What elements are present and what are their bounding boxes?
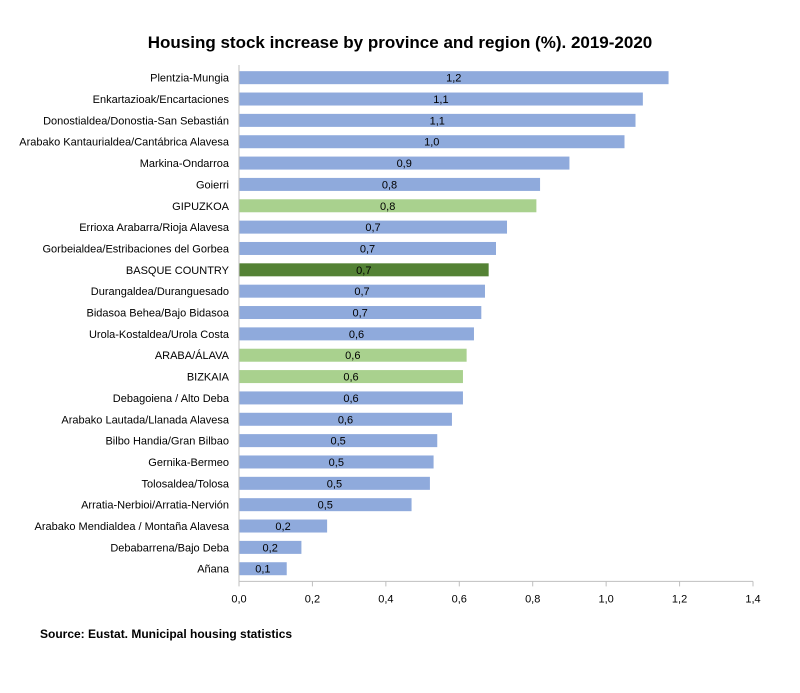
data-label: 0,6 [345,350,360,362]
x-tick-label: 0,2 [305,593,320,605]
category-label: Gernika-Bermeo [148,457,229,469]
x-tick-label: 1,2 [672,593,687,605]
chart-title: Housing stock increase by province and r… [147,33,653,52]
category-label: Goierri [196,179,229,191]
data-label: 0,1 [255,564,270,576]
category-label: Bidasoa Behea/Bajo Bidasoa [87,308,230,320]
data-label: 1,1 [433,94,448,106]
bar [239,412,452,426]
bar [239,156,570,170]
data-label: 0,7 [356,265,371,277]
category-label: BIZKAIA [187,372,230,384]
bar [239,92,643,106]
data-label: 0,5 [318,500,333,512]
bar [239,455,434,469]
category-label: Bilbo Handia/Gran Bilbao [105,436,229,448]
x-tick-label: 0,8 [525,593,540,605]
category-label: Gorbeialdea/Estribaciones del Gorbea [42,243,229,255]
data-label: 0,7 [365,222,380,234]
bar [239,498,412,512]
bar [239,540,302,554]
bar [239,476,430,490]
category-label: Arabako Lautada/Llanada Alavesa [61,414,229,426]
data-label: 0,6 [338,414,353,426]
category-label: Plentzia-Mungia [150,73,230,85]
bar [239,391,463,405]
data-label: 0,2 [275,521,290,533]
category-label: Debabarrena/Bajo Deba [110,542,230,554]
category-label: Arabako Kantaurialdea/Cantábrica Alavesa [19,137,230,149]
data-label: 0,7 [360,243,375,255]
data-label: 0,7 [354,286,369,298]
bar [239,519,328,533]
data-label: 0,5 [329,457,344,469]
data-label: 0,2 [263,542,278,554]
bar [239,135,625,149]
x-tick-label: 1,0 [598,593,613,605]
category-label: Debagoiena / Alto Deba [113,393,230,405]
category-label: Enkartazioak/Encartaciones [93,94,230,106]
bar [239,71,669,85]
category-label: Arratia-Nerbioi/Arratia-Nervión [81,500,229,512]
x-tick-label: 0,4 [378,593,393,605]
bar [239,220,508,234]
category-label: Markina-Ondarroa [140,158,230,170]
x-tick-label: 0,0 [231,593,246,605]
bar [239,284,485,298]
x-tick-label: 0,6 [452,593,467,605]
bar [239,177,541,191]
category-label: Urola-Kostaldea/Urola Costa [89,329,230,341]
category-label: Donostialdea/Donostia-San Sebastián [43,115,229,127]
data-label: 0,9 [397,158,412,170]
category-label: Añana [197,564,230,576]
bar [239,434,438,448]
category-label: Arabako Mendialdea / Montaña Alavesa [35,521,230,533]
bar [239,241,496,255]
data-label: 1,0 [424,137,439,149]
bar [239,199,537,213]
source-note: Source: Eustat. Municipal housing statis… [40,627,293,641]
bar [239,348,467,362]
category-label: Tolosaldea/Tolosa [142,478,230,490]
category-label: ARABA/ÁLAVA [155,349,230,362]
bar [239,562,287,576]
bar [239,263,489,277]
bar [239,327,474,341]
data-label: 0,8 [380,201,395,213]
data-label: 0,5 [330,436,345,448]
category-label: BASQUE COUNTRY [126,265,230,277]
category-label: Durangaldea/Duranguesado [91,286,229,298]
data-label: 1,1 [430,115,445,127]
category-label: GIPUZKOA [172,201,230,213]
data-label: 0,8 [382,179,397,191]
category-label: Errioxa Arabarra/Rioja Alavesa [79,222,230,234]
data-label: 0,7 [353,308,368,320]
data-label: 0,6 [343,372,358,384]
bar [239,113,636,127]
data-label: 0,5 [327,478,342,490]
data-label: 0,6 [343,393,358,405]
data-label: 0,6 [349,329,364,341]
bar [239,370,463,384]
data-label: 1,2 [446,73,461,85]
x-tick-label: 1,4 [745,593,760,605]
bar [239,306,482,320]
